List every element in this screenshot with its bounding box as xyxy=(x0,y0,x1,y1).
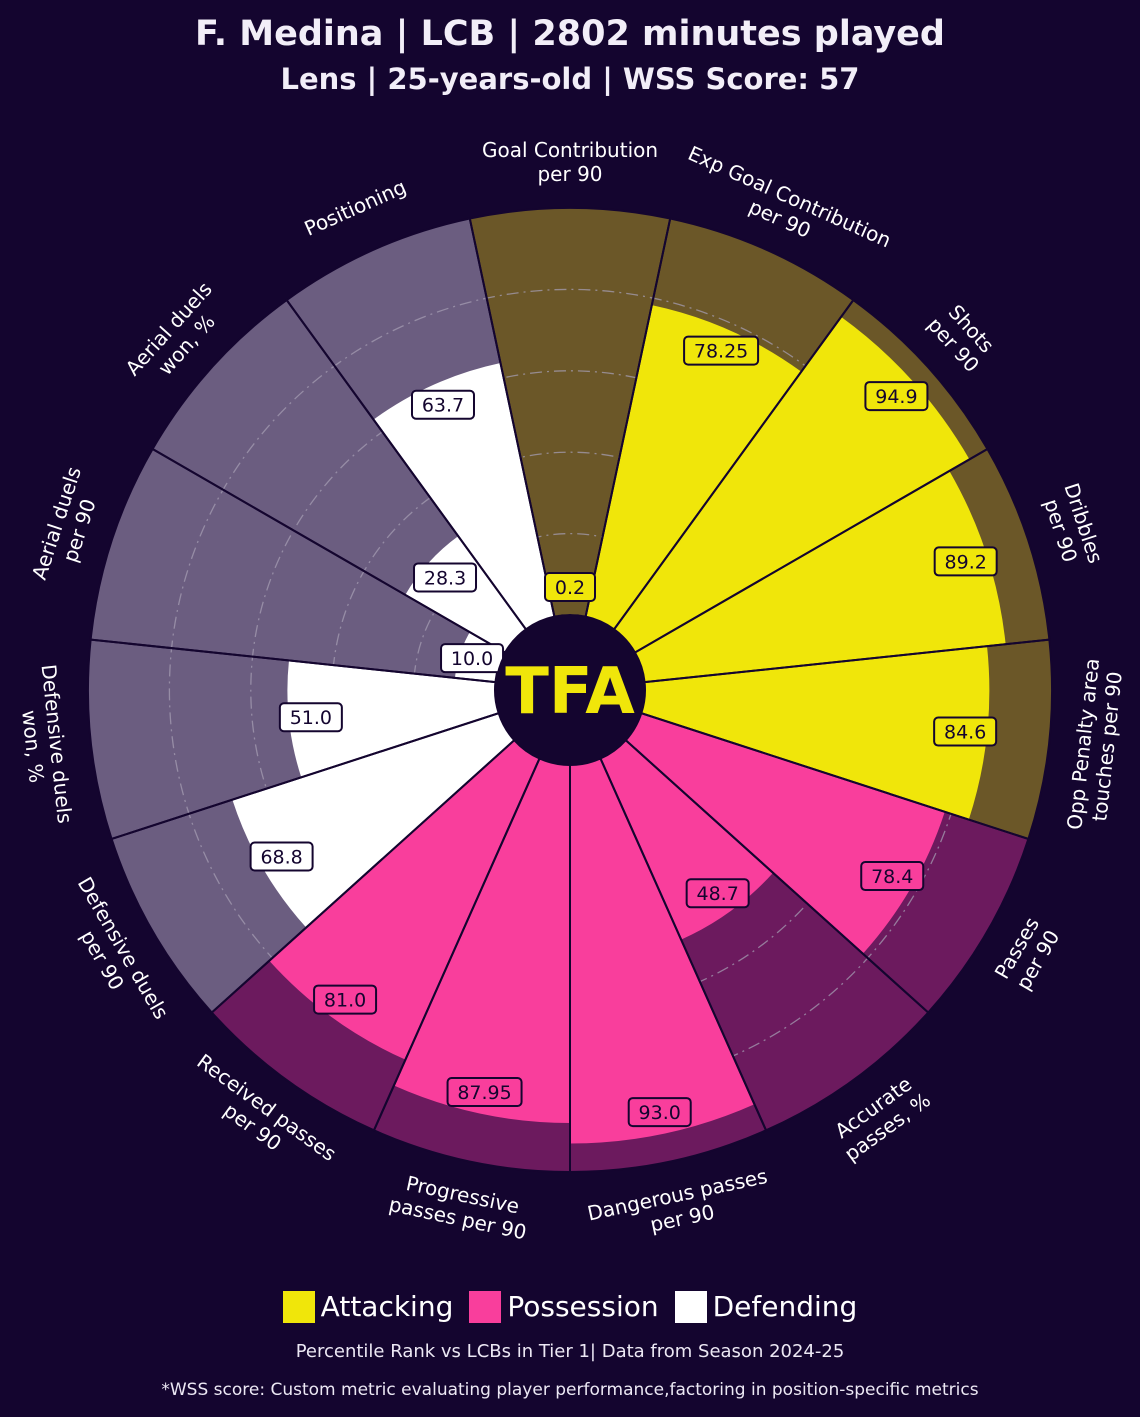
bar-defensive-duels-per-90 xyxy=(232,713,515,928)
bar-received-passes-per-90 xyxy=(269,740,540,1060)
value-label-text: 78.25 xyxy=(694,341,748,363)
bar-dribbles-per-90 xyxy=(634,470,1006,683)
legend-label-possession: Possession xyxy=(507,1290,659,1323)
footer-wss-note: *WSS score: Custom metric evaluating pla… xyxy=(161,1380,979,1400)
sector-bg-aerial-duels-per-90 xyxy=(90,449,506,683)
value-label-dribbles-per-90: 89.2 xyxy=(933,546,998,577)
value-label-text: 68.8 xyxy=(260,847,302,869)
category-label-defensive-duels-won: Defensive duelswon, % xyxy=(13,663,77,827)
value-label-box xyxy=(864,381,929,412)
category-label-progressive-passes-per-90: Progressivepasses per 90 xyxy=(387,1168,534,1244)
center-logo: TFA xyxy=(495,615,645,765)
value-label-shots-per-90: 94.9 xyxy=(864,381,929,412)
bar-progressive-passes-per-90 xyxy=(393,758,570,1123)
legend-swatch-possession xyxy=(469,1290,502,1323)
value-label-text: 48.7 xyxy=(697,883,739,905)
category-label-passes-per-90: Passesper 90 xyxy=(990,913,1065,995)
legend-item-attacking: Attacking xyxy=(282,1290,454,1323)
value-label-dangerous-passes-per-90: 93.0 xyxy=(627,1097,692,1128)
value-label-text: 28.3 xyxy=(424,567,466,589)
category-label-opp-penalty-area-touches-per-90: Opp Penalty areatouches per 90 xyxy=(1062,657,1128,833)
category-label-dribbles-per-90: Dribblesper 90 xyxy=(1037,480,1108,574)
sector-bg-goal-contribution-per-90 xyxy=(469,208,671,617)
value-label-text: 10.0 xyxy=(451,648,493,670)
bar-dangerous-passes-per-90 xyxy=(570,758,755,1144)
category-label-aerial-duels-per-90: Aerial duelsper 90 xyxy=(27,464,109,590)
value-label-exp-goal-contribution-per-90: 78.25 xyxy=(683,335,760,366)
value-label-text: 81.0 xyxy=(324,990,366,1012)
category-label-line: Goal Contribution xyxy=(482,138,658,162)
legend-label-defending: Defending xyxy=(712,1290,858,1323)
value-label-text: 93.0 xyxy=(639,1102,681,1124)
bar-opp-penalty-area-touches-per-90 xyxy=(641,646,990,820)
value-label-text: 63.7 xyxy=(422,395,464,417)
value-label-text: 87.95 xyxy=(457,1082,511,1104)
legend-item-possession: Possession xyxy=(469,1290,659,1323)
category-label-goal-contribution-per-90: Goal Contribution per 90 xyxy=(482,138,658,186)
value-label-text: 84.6 xyxy=(944,722,986,744)
value-label-progressive-passes-per-90: 87.95 xyxy=(446,1076,523,1107)
value-labels: 0.2 78.25 94.9 89.2 84.6 78.4 48.7 93.0 87.95 81.… xyxy=(249,335,998,1128)
logo-circle xyxy=(495,615,645,765)
legend: Attacking Possession Defending xyxy=(0,1290,1140,1323)
value-label-box xyxy=(410,389,475,420)
chart-subtitle: Lens | 25-years-old | WSS Score: 57 xyxy=(280,62,860,96)
bar-defensive-duels-won xyxy=(287,660,499,778)
value-label-opp-penalty-area-touches-per-90: 84.6 xyxy=(933,716,998,747)
value-label-box xyxy=(685,878,750,909)
value-label-goal-contribution-per-90: 0.2 xyxy=(544,572,596,602)
legend-swatch-attacking xyxy=(282,1290,315,1323)
category-label-line: per 90 xyxy=(537,162,602,186)
chart-title: F. Medina | LCB | 2802 minutes played xyxy=(195,14,945,54)
value-label-box xyxy=(860,861,925,892)
value-label-box xyxy=(413,562,478,593)
legend-item-defending: Defending xyxy=(674,1290,858,1323)
value-label-aerial-duels-per-90: 10.0 xyxy=(440,643,505,674)
value-label-box xyxy=(627,1097,692,1128)
value-label-text: 94.9 xyxy=(875,386,917,408)
value-label-box xyxy=(446,1076,523,1107)
bar-positioning xyxy=(373,363,555,630)
footer-note: Percentile Rank vs LCBs in Tier 1| Data … xyxy=(295,1341,845,1362)
value-label-defensive-duels-won: 51.0 xyxy=(278,702,343,733)
value-label-text: 78.4 xyxy=(871,866,913,888)
legend-swatch-defending xyxy=(674,1290,707,1323)
value-label-aerial-duels-won: 28.3 xyxy=(413,562,478,593)
bar-passes-per-90 xyxy=(625,713,945,954)
bar-exp-goal-contribution-per-90 xyxy=(585,305,802,630)
value-label-text: 51.0 xyxy=(290,707,332,729)
value-label-passes-per-90: 78.4 xyxy=(860,861,925,892)
value-label-box xyxy=(933,716,998,747)
legend-label-attacking: Attacking xyxy=(320,1290,454,1323)
value-label-box xyxy=(313,984,378,1015)
value-label-text: 0.2 xyxy=(555,577,585,599)
category-label-shots-per-90: Shotsper 90 xyxy=(923,296,1002,376)
value-label-box xyxy=(249,841,314,872)
value-label-box xyxy=(683,335,760,366)
category-label-line: Positioning xyxy=(301,175,410,241)
value-label-box xyxy=(278,702,343,733)
value-label-positioning: 63.7 xyxy=(410,389,475,420)
value-label-received-passes-per-90: 81.0 xyxy=(313,984,378,1015)
category-label-dangerous-passes-per-90: Dangerous passesper 90 xyxy=(585,1164,774,1249)
logo-text: TFA xyxy=(505,655,635,729)
category-label-positioning: Positioning xyxy=(301,175,410,241)
value-label-box xyxy=(933,546,998,577)
value-label-defensive-duels-per-90: 68.8 xyxy=(249,841,314,872)
value-label-box xyxy=(544,572,596,602)
value-label-text: 89.2 xyxy=(945,551,987,573)
value-label-accurate-passes: 48.7 xyxy=(685,878,750,909)
